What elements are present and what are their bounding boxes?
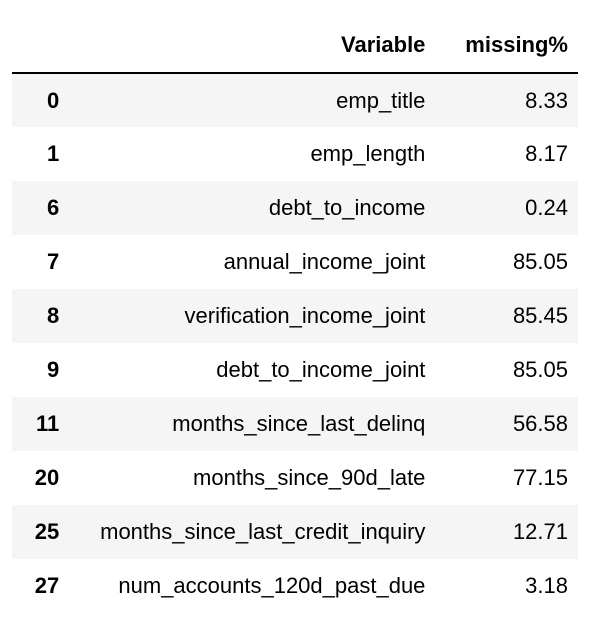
- variable-cell: emp_title: [336, 87, 426, 113]
- missing-percent-cell: 85.45: [512, 303, 568, 328]
- row-index: 7: [46, 249, 60, 274]
- table-header: Variable missing%: [12, 18, 578, 74]
- row-index: 20: [34, 465, 60, 490]
- row-index: 8: [46, 303, 60, 328]
- variable-cell: num_accounts_120d_past_due: [118, 573, 426, 598]
- table-row: 25 months_since_last_credit_inquiry 12.7…: [12, 505, 578, 559]
- table-row: 11 months_since_last_delinq 56.58: [12, 397, 578, 451]
- row-index: 1: [46, 141, 60, 166]
- row-index: 27: [34, 573, 60, 598]
- table-row: 1 emp_length 8.17: [12, 127, 578, 181]
- variable-cell: months_since_last_delinq: [172, 411, 426, 436]
- variable-cell: debt_to_income: [268, 195, 426, 220]
- row-index: 9: [46, 357, 60, 382]
- table-body: 0 emp_title 8.33 1 emp_length 8.17 6 deb…: [12, 73, 578, 613]
- variable-cell: debt_to_income_joint: [216, 357, 426, 382]
- missing-percent-cell: 77.15: [512, 465, 568, 490]
- variable-cell: emp_length: [310, 141, 426, 166]
- missing-percent-cell: 8.17: [525, 141, 568, 166]
- row-index: 0: [46, 87, 60, 113]
- variable-cell: months_since_last_credit_inquiry: [100, 519, 426, 544]
- missing-percent-header: missing%: [435, 18, 578, 74]
- table-row: 7 annual_income_joint 85.05: [12, 235, 578, 289]
- variable-cell: annual_income_joint: [223, 249, 426, 274]
- missing-percent-cell: 85.05: [512, 249, 568, 274]
- missing-values-table: Variable missing% 0 emp_title 8.33 1 emp…: [12, 18, 578, 613]
- table-row: 9 debt_to_income_joint 85.05: [12, 343, 578, 397]
- dataframe-container: Variable missing% 0 emp_title 8.33 1 emp…: [12, 18, 578, 613]
- index-header: [12, 18, 70, 74]
- table-row: 6 debt_to_income 0.24: [12, 181, 578, 235]
- table-row: 0 emp_title 8.33: [12, 73, 578, 127]
- missing-percent-cell: 8.33: [525, 87, 568, 113]
- header-row: Variable missing%: [12, 18, 578, 74]
- table-row: 8 verification_income_joint 85.45: [12, 289, 578, 343]
- missing-percent-cell: 85.05: [512, 357, 568, 382]
- row-index: 6: [46, 195, 60, 220]
- row-index: 25: [34, 519, 60, 544]
- missing-percent-cell: 3.18: [525, 573, 568, 598]
- row-index: 11: [35, 411, 60, 436]
- variable-cell: verification_income_joint: [184, 303, 426, 328]
- variable-cell: months_since_90d_late: [193, 465, 426, 490]
- missing-percent-cell: 12.71: [512, 519, 568, 544]
- table-row: 20 months_since_90d_late 77.15: [12, 451, 578, 505]
- missing-percent-cell: 56.58: [512, 411, 568, 436]
- variable-header: Variable: [69, 18, 436, 74]
- missing-percent-cell: 0.24: [525, 195, 568, 220]
- table-row: 27 num_accounts_120d_past_due 3.18: [12, 559, 578, 613]
